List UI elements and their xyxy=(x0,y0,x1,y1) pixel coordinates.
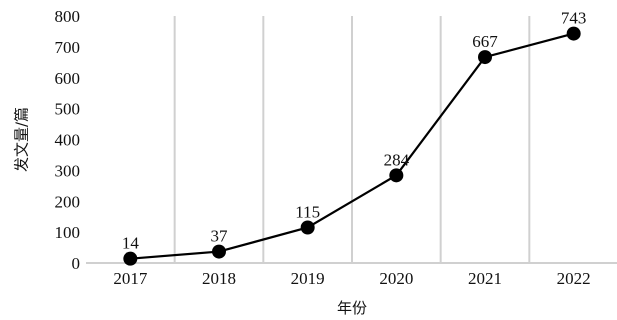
x-axis-title: 年份 xyxy=(337,299,367,317)
series-line xyxy=(130,32,574,260)
data-point-2019 xyxy=(300,220,315,235)
y-tick-label-200: 200 xyxy=(55,192,81,211)
data-point-2022 xyxy=(566,26,581,41)
y-axis-title: 发文量/篇 xyxy=(13,107,31,172)
y-tick-label-100: 100 xyxy=(55,223,81,242)
data-label-2020: 284 xyxy=(384,150,410,169)
y-tick-label-0: 0 xyxy=(72,254,81,273)
data-labels: 14 37 115 284 667 743 xyxy=(122,9,587,253)
x-tick-label-2019: 2019 xyxy=(291,269,325,288)
x-tick-label-2022: 2022 xyxy=(557,269,591,288)
data-label-2017: 14 xyxy=(122,234,140,253)
data-point-2020 xyxy=(389,168,404,183)
y-tick-label-300: 300 xyxy=(55,161,81,180)
data-points xyxy=(123,26,581,266)
data-point-2021 xyxy=(478,50,492,65)
data-label-2021: 667 xyxy=(472,32,498,51)
y-tick-label-800: 800 xyxy=(55,7,81,26)
data-point-2018 xyxy=(212,244,226,259)
data-label-2022: 743 xyxy=(561,9,587,28)
data-point-2017 xyxy=(123,251,138,266)
x-tick-label-2017: 2017 xyxy=(113,269,148,288)
data-label-2019: 115 xyxy=(295,202,320,221)
y-tick-label-700: 700 xyxy=(55,38,81,57)
y-tick-label-600: 600 xyxy=(55,69,81,88)
x-tick-label-2018: 2018 xyxy=(202,269,236,288)
x-tick-labels: 2017 2018 2019 2020 2021 2022 xyxy=(113,269,590,288)
x-tick-label-2021: 2021 xyxy=(468,269,502,288)
x-tick-label-2020: 2020 xyxy=(379,269,413,288)
grid-lines xyxy=(173,16,531,263)
y-tick-labels: 0 100 200 300 400 500 600 700 800 xyxy=(55,7,81,273)
data-label-2018: 37 xyxy=(211,227,229,246)
y-tick-label-400: 400 xyxy=(55,131,81,150)
y-tick-label-500: 500 xyxy=(55,100,81,119)
